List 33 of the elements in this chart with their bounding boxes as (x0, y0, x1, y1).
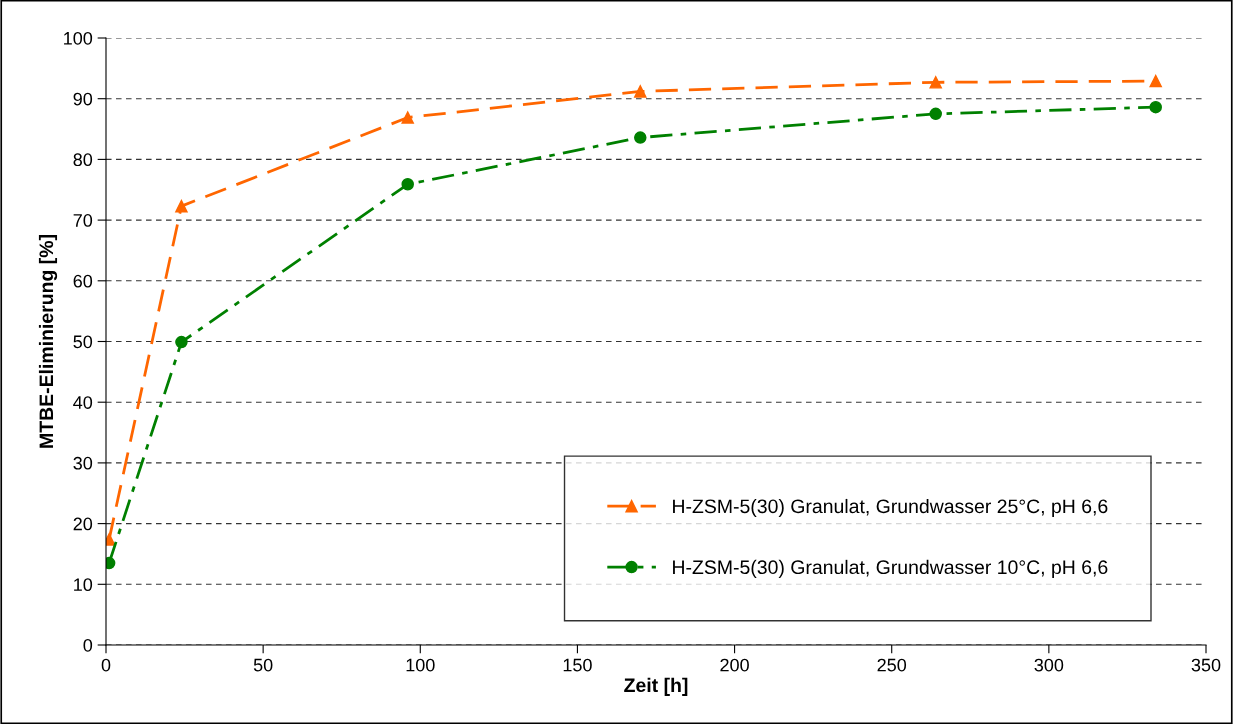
x-axis-title: Zeit [h] (624, 677, 688, 696)
x-tick-label: 250 (877, 658, 907, 672)
point (401, 111, 414, 124)
y-tick-label: 0 (83, 638, 93, 652)
y-axis-title: MTBE-Eliminierung [%] (38, 235, 58, 448)
legend-label: H-ZSM-5(30) Granulat, Grundwasser 25°C, pH 6,6 (673, 498, 1108, 518)
x-tick-label: 100 (406, 658, 435, 672)
point (1149, 74, 1162, 88)
y-tick-label: 70 (73, 214, 93, 227)
point (929, 107, 942, 121)
legend-label: H-ZSM-5(30) Granulat, Grundwasser 10°C, pH 6,6 (673, 559, 1108, 578)
point (175, 199, 188, 213)
y-tick-label: 40 (73, 396, 93, 409)
x-tick-label: 50 (253, 658, 273, 672)
y-tick-label: 50 (73, 335, 93, 349)
y-tick-label: 100 (64, 31, 93, 45)
point (929, 76, 942, 89)
point (401, 178, 414, 191)
point (634, 131, 647, 144)
x-tick-label: 200 (720, 658, 749, 672)
x-tick-label: 0 (101, 658, 111, 672)
x-tick-label: 150 (563, 658, 592, 672)
y-tick-label: 10 (74, 578, 93, 592)
x-tick-label: 350 (1191, 658, 1221, 672)
x-tick-label: 300 (1034, 658, 1064, 672)
y-tick-label: 90 (73, 92, 93, 106)
point (634, 85, 647, 98)
point (175, 335, 188, 349)
y-tick-label: 60 (73, 274, 93, 288)
y-tick-label: 30 (73, 456, 93, 470)
point (1149, 100, 1162, 114)
y-tick-label: 20 (73, 517, 93, 531)
y-tick-label: 80 (73, 153, 93, 167)
